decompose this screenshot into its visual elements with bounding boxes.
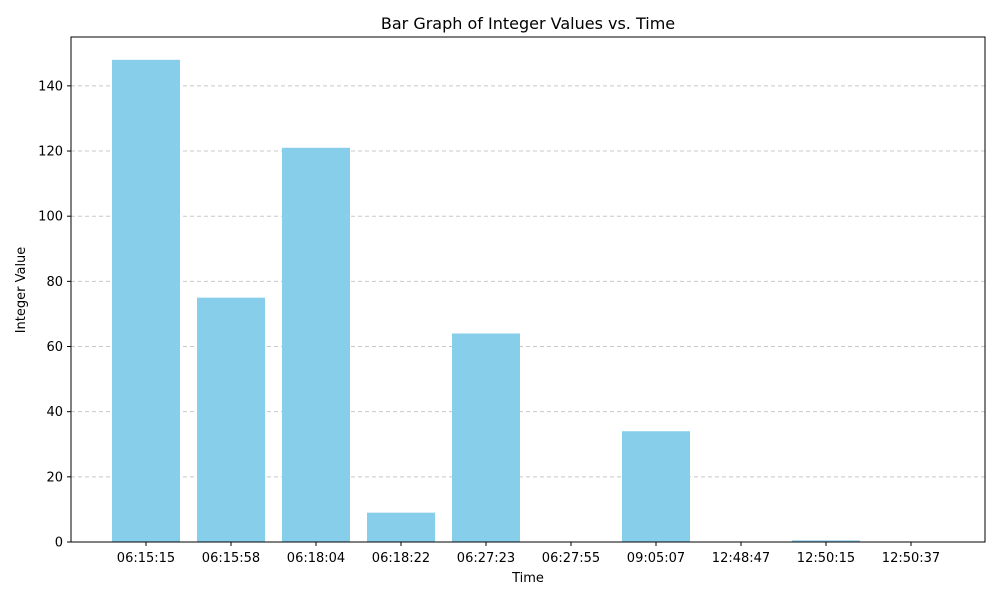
chart-title: Bar Graph of Integer Values vs. Time [381, 14, 675, 33]
y-axis-ticks: 0 20 40 60 80 100 120 140 [38, 79, 71, 551]
x-tick-label: 09:05:07 [627, 551, 685, 566]
x-tick-label: 06:15:15 [117, 551, 175, 566]
x-axis-ticks: 06:15:15 06:15:58 06:18:04 06:18:22 06:27:23… [117, 542, 940, 566]
bar [622, 431, 690, 542]
bar [197, 297, 265, 542]
y-tick-label: 80 [46, 275, 63, 290]
y-tick-label: 0 [55, 536, 63, 551]
x-tick-label: 06:18:04 [287, 551, 345, 566]
bar [792, 540, 860, 542]
y-tick-label: 60 [46, 340, 63, 355]
y-tick-label: 140 [38, 79, 63, 94]
x-axis-label: Time [511, 571, 544, 586]
grid-lines [71, 85, 985, 478]
x-tick-label: 12:48:47 [712, 551, 770, 566]
x-tick-label: 06:15:58 [202, 551, 260, 566]
x-tick-label: 06:27:23 [457, 551, 515, 566]
y-tick-label: 40 [46, 405, 63, 420]
bar [282, 147, 350, 542]
y-tick-label: 100 [38, 210, 63, 225]
x-tick-label: 12:50:15 [797, 551, 855, 566]
y-axis-label: Integer Value [14, 247, 29, 334]
bar [367, 512, 435, 542]
x-tick-label: 06:18:22 [372, 551, 430, 566]
y-tick-label: 120 [38, 145, 63, 160]
y-tick-label: 20 [46, 470, 63, 485]
plot-frame [70, 36, 986, 543]
bar [452, 333, 520, 542]
x-tick-label: 12:50:37 [882, 551, 940, 566]
bars-group [112, 59, 860, 542]
bar [112, 59, 180, 542]
x-tick-label: 06:27:55 [542, 551, 600, 566]
